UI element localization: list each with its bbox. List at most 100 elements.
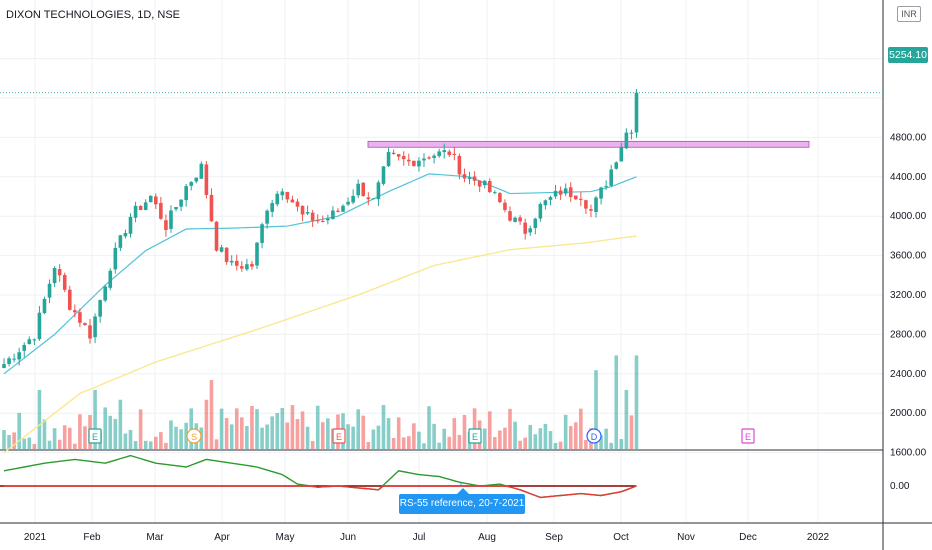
volume-bar (386, 418, 391, 449)
candle-body (37, 312, 42, 340)
volume-bar (568, 426, 573, 449)
candle-body (17, 352, 21, 360)
volume-bar (609, 442, 613, 449)
candle-body (412, 160, 416, 166)
volume-bar (573, 422, 578, 449)
rs-line (3, 454, 637, 499)
candle-body (614, 162, 619, 169)
volume-bar (128, 429, 133, 449)
volume-bar (407, 436, 411, 449)
candle-body (381, 166, 386, 184)
candle-body (427, 157, 431, 159)
candle-body (417, 160, 421, 167)
rs-tick-label: 0.00 (890, 481, 910, 492)
candle-body (437, 151, 441, 157)
volume-bar (548, 431, 553, 449)
volume-bar (219, 408, 224, 449)
candle-body (290, 199, 295, 203)
candle-body (280, 191, 285, 196)
volume-bar (174, 426, 178, 449)
volume-bar (427, 406, 431, 449)
candle-body (27, 339, 32, 345)
candle-body (371, 198, 376, 200)
event-marker-label: E (472, 432, 478, 442)
time-label: Jul (413, 532, 426, 543)
volume-bar (553, 442, 558, 449)
volume-bar (361, 415, 366, 449)
volume-bar (108, 415, 113, 449)
candle-body (543, 200, 548, 206)
candle-body (83, 323, 87, 325)
candle-body (346, 201, 350, 205)
volume-bar (417, 431, 421, 449)
volume-bar (17, 412, 21, 449)
volume-bar (614, 355, 619, 449)
candle-body (133, 205, 138, 218)
volume-bar (447, 436, 452, 449)
volume-bar (52, 428, 57, 449)
candle-body (356, 183, 360, 196)
volume-bar (62, 425, 67, 449)
candle-body (245, 264, 249, 270)
volume-bar (356, 409, 360, 449)
candle-body (503, 202, 507, 210)
candle-body (498, 193, 502, 203)
event-marker-label: D (591, 432, 598, 442)
volume-bar (579, 408, 583, 449)
time-label: Aug (478, 532, 496, 543)
candle-body (194, 177, 199, 182)
volume-bar (275, 413, 280, 449)
volume-bar (7, 435, 11, 449)
volume-bar (154, 436, 158, 449)
volume-bar (528, 424, 533, 449)
event-marker (88, 428, 102, 444)
volume-bar (346, 424, 350, 449)
candle-body (138, 205, 143, 211)
volume-bar (508, 408, 512, 449)
candle-body (184, 186, 188, 201)
candle-body (351, 195, 355, 203)
time-label: Sep (545, 532, 563, 543)
candle-body (493, 192, 497, 194)
volume-bar (366, 442, 371, 449)
candle-body (619, 147, 624, 162)
candle-body (240, 266, 244, 269)
candle-body (169, 210, 173, 229)
candle-body (432, 155, 436, 158)
volume-bar (103, 407, 107, 449)
candle-body (229, 260, 234, 263)
volume-bar (513, 421, 517, 449)
candle-body (148, 195, 153, 203)
candle-body (113, 247, 118, 270)
volume-bar (22, 438, 27, 449)
candle-body (128, 216, 133, 234)
price-tick-label: 4000.00 (890, 211, 927, 222)
candle-body (538, 203, 543, 219)
candle-body (447, 151, 452, 155)
time-label: Nov (677, 532, 695, 543)
candle-body (103, 286, 107, 301)
last-price-tag: 5254.10 (888, 47, 928, 63)
volume-bar (118, 399, 123, 449)
candle-body (482, 180, 487, 186)
price-tick-label: 1600.00 (890, 448, 927, 459)
event-marker (186, 428, 202, 444)
candle-body (209, 194, 214, 222)
currency-badge[interactable]: INR (897, 6, 921, 22)
volume-bar (204, 399, 209, 449)
candle-body (477, 180, 482, 187)
volume-bar (138, 409, 143, 449)
time-label: Oct (613, 532, 629, 543)
volume-bar (462, 414, 467, 449)
volume-bar (270, 416, 274, 449)
volume-bar (260, 427, 264, 449)
candle-body (573, 195, 578, 200)
candle-body (533, 218, 538, 228)
candle-body (452, 153, 457, 155)
volume-bar (189, 408, 194, 449)
candle-body (154, 196, 158, 205)
candle-body (594, 197, 598, 213)
candle-body (462, 174, 467, 179)
volume-bar (457, 434, 462, 449)
